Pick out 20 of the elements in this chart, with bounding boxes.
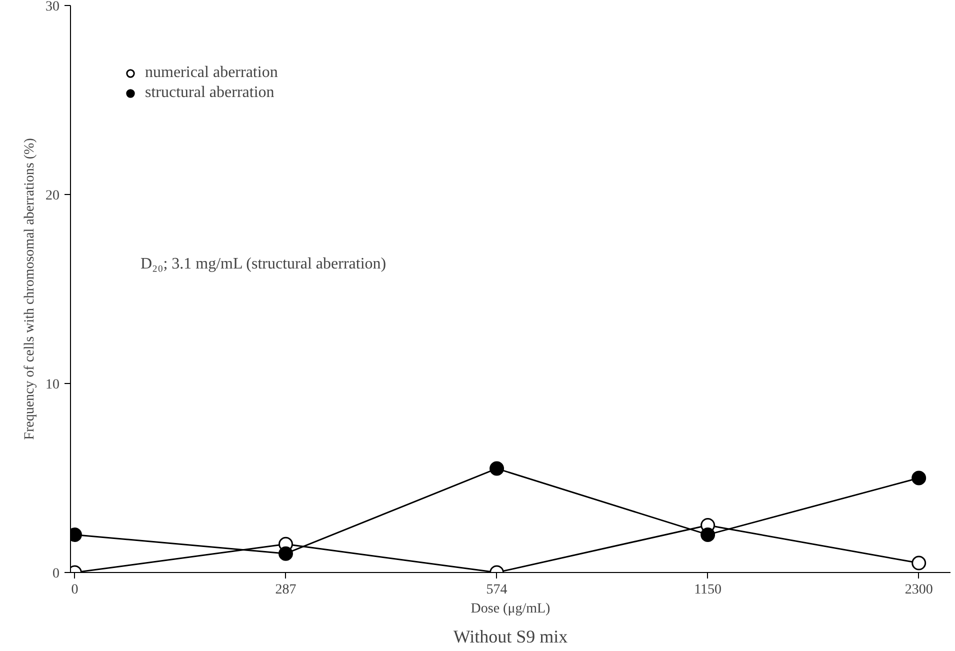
legend-label: numerical aberration — [145, 64, 278, 82]
point — [912, 556, 926, 570]
point — [278, 546, 293, 561]
y-tick-label: 30 — [46, 0, 60, 14]
x-axis-title: Dose (μg/mL) — [470, 602, 551, 616]
y-tick-label: 10 — [46, 378, 60, 392]
y-tick-label: 20 — [46, 188, 60, 204]
x-tick-label: 1150 — [694, 582, 722, 598]
x-tick-label: 574 — [486, 582, 508, 598]
y-tick-label: 0 — [52, 566, 60, 582]
annotation: D₂₀; 3.1 mg/mL (structural aberration) — [140, 256, 386, 272]
legend-label: structural aberration — [145, 84, 274, 102]
y-axis-title: Frequency of cells with chromosomal aberrations (%) — [22, 138, 38, 440]
point — [490, 461, 504, 476]
text: Without S9 mix — [453, 626, 568, 646]
x-tick-label: 287 — [275, 582, 296, 598]
point — [700, 527, 716, 542]
x-tick-label: 2300 — [904, 582, 933, 598]
x-tick-label: 0 — [71, 582, 78, 598]
point — [912, 470, 926, 486]
